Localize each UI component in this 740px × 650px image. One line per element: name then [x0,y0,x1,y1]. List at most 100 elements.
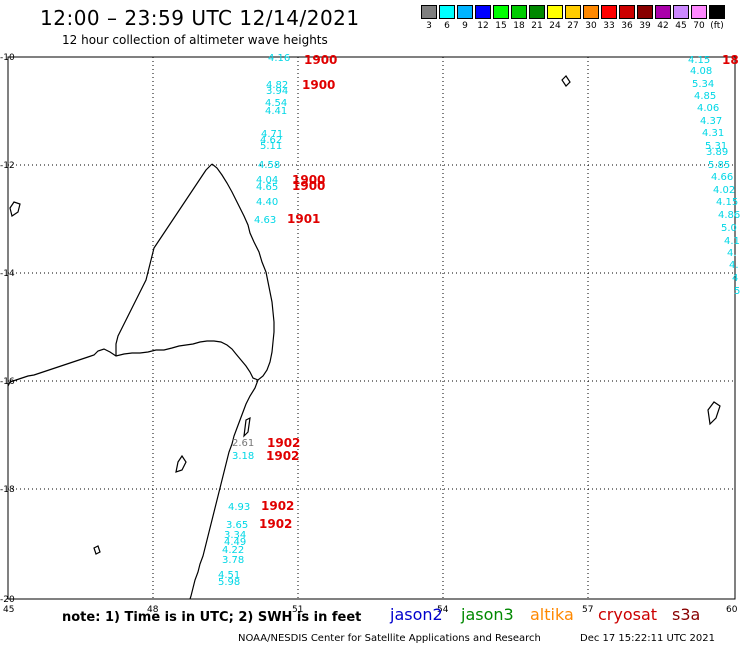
legend-label: 33 [603,21,615,31]
legend-label: 15 [495,21,507,31]
time-label: 1902 [259,517,292,531]
swh-value: 4.71 [261,129,283,140]
legend-label: 12 [477,21,489,31]
legend-swatch [511,5,527,19]
coastline-madagascar [7,163,275,387]
y-tick-label: -12 [0,161,15,171]
swh-value: 4.08 [690,66,712,77]
swh-value: 5.0 [721,223,737,234]
legend-swatch [601,5,617,19]
swh-value: 4. [727,248,737,259]
swh-value: 4.93 [228,502,250,513]
legend-swatch [673,5,689,19]
swh-value: 4.51 [218,570,240,581]
legend-swatch [565,5,581,19]
swh-value: 4.49 [224,537,246,548]
swh-value: 4.04 [256,175,278,186]
legend-swatch [655,5,671,19]
swh-value: 4.63 [254,215,276,226]
swh-value: 4.65 [256,182,278,193]
x-tick-label: 45 [3,605,14,615]
swh-value: 4.62 [260,135,282,146]
y-tick-label: -16 [0,377,15,387]
swh-value: 3.34 [224,530,246,541]
legend-swatch [691,5,707,19]
swh-value: 4.66 [711,172,733,183]
track-east-times: 18 [722,53,739,67]
legend-label: 6 [444,21,450,31]
legend-label: 3 [426,21,432,31]
track-east-swh: 4.15 4.08 5.34 4.85 4.06 4.37 4.31 5.31 … [688,55,740,297]
swh-value: 4.58 [258,160,280,171]
legend-swatch [529,5,545,19]
legend-swatch [619,5,635,19]
legend-label: (ft) [710,21,724,31]
track-west-times: 1900 1900 1900 1900 1901 [287,53,337,226]
legend-label: 36 [621,21,633,31]
legend-label: 70 [693,21,705,31]
swh-value: 3.94 [266,86,288,97]
swh-value: 4.16 [268,53,290,64]
swh-value: 3.65 [226,520,248,531]
legend-label: 21 [531,21,543,31]
x-tick-label: 60 [726,605,738,615]
satellite-jason3: jason3 [461,605,514,624]
swh-value: 4.1 [724,236,740,247]
satellite-jason2: jason2 [390,605,443,624]
map-subtitle: 12 hour collection of altimeter wave hei… [62,33,328,47]
legend-swatch [709,5,725,19]
swh-value: 4.82 [266,80,288,91]
footer-credit: NOAA/NESDIS Center for Satellite Applica… [238,633,541,644]
swh-value: 3.18 [232,451,254,462]
legend-swatch [439,5,455,19]
satellite-cryosat: cryosat [598,605,658,624]
x-tick-label: 54 [437,605,449,615]
map-title: 12:00 – 23:59 UTC 12/14/2021 [40,6,360,30]
swh-value: 5.98 [218,577,240,588]
legend-label: 18 [513,21,525,31]
swh-value: 5 [734,286,740,297]
swh-value: 3.89 [706,147,728,158]
y-tick-label: -20 [0,595,15,605]
time-label: 1900 [304,53,337,67]
legend-swatch [421,5,437,19]
track-south-swh: 2.61 3.18 4.93 3.65 3.34 4.49 4.22 3.78 … [218,438,254,588]
legend-label: 42 [657,21,669,31]
coastline-islet-5 [243,416,251,438]
y-tick-label: -10 [0,53,15,63]
time-label: 1900 [302,78,335,92]
swh-value: 4 [732,273,738,284]
y-axis-labels: -10 -12 -14 -16 -18 -20 [0,53,15,605]
track-south-times: 1902 1902 1902 1902 [259,436,300,531]
coastline-islet-2 [561,75,571,87]
time-label: 1902 [266,449,299,463]
legend-swatch [583,5,599,19]
swh-value: 4. [729,260,739,271]
x-tick-label: 57 [582,605,593,615]
coastline-islet-3 [707,401,721,426]
footer-timestamp: Dec 17 15:22:11 UTC 2021 [580,633,715,644]
swh-value: 4.22 [222,545,244,556]
coastline-south [189,379,259,600]
swh-value: 5.34 [692,79,714,90]
legend-swatch [547,5,563,19]
legend-swatch [493,5,509,19]
satellite-s3a: s3a [672,605,701,624]
coastline-islet-1 [9,201,21,217]
swh-value: 4.86 [718,210,740,221]
time-label: 1902 [261,499,294,513]
swh-value: 2.61 [232,438,254,449]
legend-label: 27 [567,21,579,31]
grid-lines [8,57,735,599]
track-west-swh: 4.16 4.82 3.94 4.54 4.41 4.71 4.62 5.11 … [254,53,290,226]
swh-value: 4.06 [697,103,719,114]
swh-value: 4.02 [713,185,735,196]
time-label: 1900 [292,179,325,193]
time-label: 1900 [292,173,325,187]
units-note: note: 1) Time is in UTC; 2) SWH is in fe… [62,610,362,625]
legend-swatch [475,5,491,19]
legend-label: 39 [639,21,651,31]
x-tick-label: 48 [147,605,159,615]
x-tick-label: 51 [292,605,303,615]
x-axis-labels: 45 48 51 54 57 60 [3,605,738,615]
